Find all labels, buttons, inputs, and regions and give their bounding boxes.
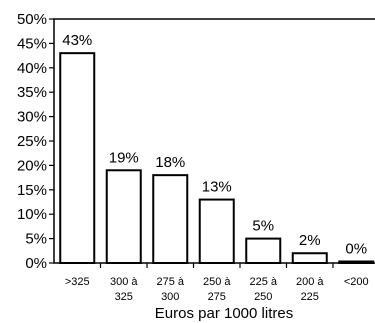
y-tick-label: 40% (17, 60, 47, 77)
x-tick-label: >325 (65, 276, 90, 288)
y-axis-ticks: 0% 5% 10% 15% 20% 25% 30% 35% 40% 45% 50% (17, 11, 54, 272)
bar (245, 237, 282, 265)
x-tick-label: 200 à 225 (296, 276, 324, 303)
data-label: 5% (252, 218, 274, 235)
x-axis-ticks: >325 300 à 325 275 à 300 250 à 275 225 à 250 200 … (65, 263, 369, 303)
bars (59, 52, 375, 265)
y-tick-label: 30% (17, 109, 47, 126)
x-axis-label: Euros par 1000 litres (155, 305, 293, 322)
data-label: 19% (109, 149, 139, 166)
y-tick-label: 0% (25, 255, 47, 272)
y-tick-label: 15% (17, 182, 47, 199)
bar (198, 198, 235, 264)
y-tick-label: 25% (17, 133, 47, 150)
data-label: 13% (202, 179, 232, 196)
x-tick-label: 250 à 275 (203, 276, 231, 303)
x-tick-label: 275 à 300 (156, 276, 184, 303)
bar (152, 174, 189, 264)
x-tick-label: 300 à 325 (110, 276, 138, 303)
x-tick-label: <200 (344, 276, 369, 288)
y-tick-label: 50% (17, 11, 47, 28)
data-label: 2% (299, 232, 321, 249)
bar (105, 169, 142, 264)
y-tick-label: 5% (25, 231, 47, 248)
x-tick-label: 225 à 250 (249, 276, 277, 303)
data-label: 18% (155, 154, 185, 171)
data-labels: 43% 19% 18% 13% 5% 2% 0% (62, 32, 367, 257)
bar (59, 52, 96, 264)
plot-axes (53, 18, 375, 264)
y-tick-label: 35% (17, 84, 47, 101)
y-tick-label: 20% (17, 157, 47, 174)
y-tick-label: 10% (17, 206, 47, 223)
bar (291, 252, 328, 265)
data-label: 43% (62, 32, 92, 49)
y-tick-label: 45% (17, 35, 47, 52)
data-label: 0% (345, 241, 367, 258)
